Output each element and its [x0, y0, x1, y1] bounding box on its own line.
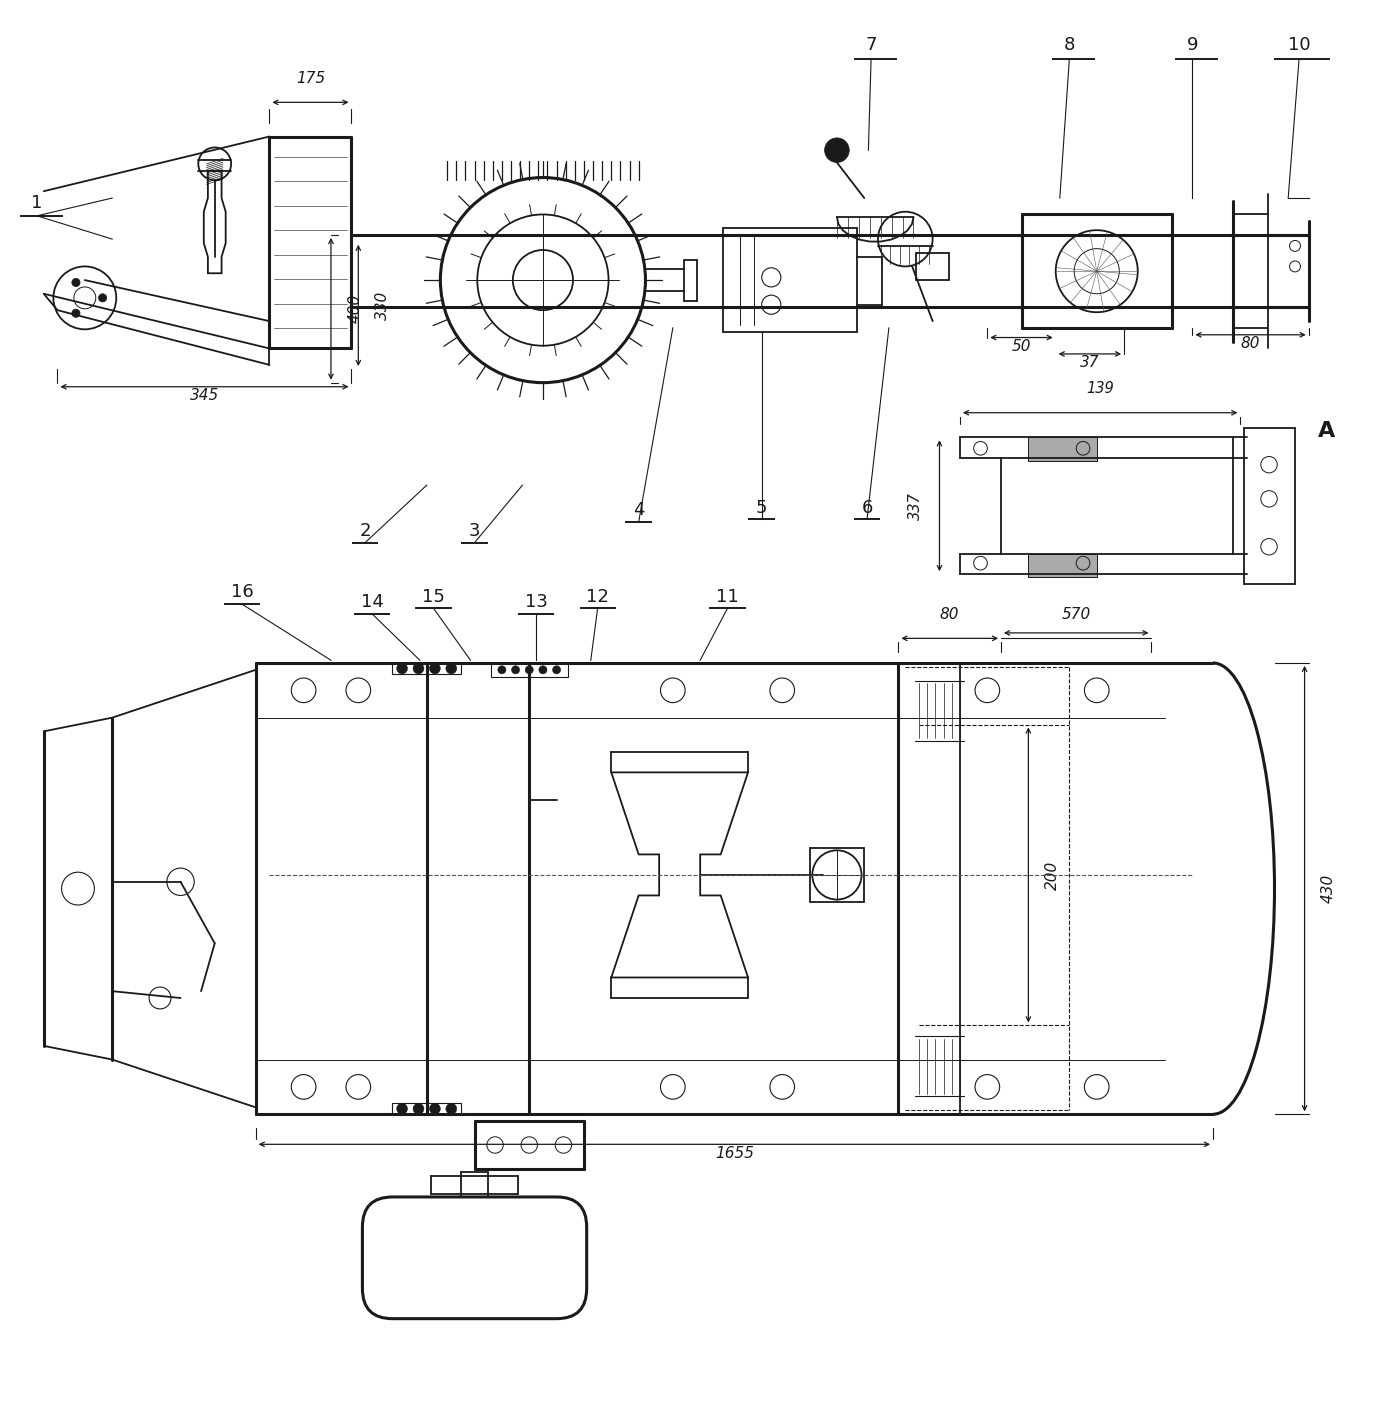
Text: 13: 13	[524, 593, 548, 611]
Circle shape	[413, 663, 424, 674]
Text: 200: 200	[1045, 860, 1060, 890]
Text: 16: 16	[231, 583, 254, 601]
Bar	[916, 253, 949, 280]
Circle shape	[524, 666, 533, 674]
Circle shape	[552, 666, 560, 674]
Text: 50: 50	[1012, 339, 1031, 353]
Text: 5: 5	[757, 498, 768, 517]
Text: 4: 4	[633, 501, 644, 520]
Text: 400: 400	[347, 294, 362, 324]
Circle shape	[512, 666, 519, 674]
Bar	[393, 663, 461, 674]
Circle shape	[413, 1104, 424, 1114]
Text: 9: 9	[1186, 37, 1199, 55]
Circle shape	[446, 663, 457, 674]
Circle shape	[71, 310, 80, 317]
Text: 175: 175	[295, 70, 325, 86]
Circle shape	[430, 1104, 441, 1114]
Bar	[1028, 553, 1097, 577]
Text: 80: 80	[1241, 337, 1260, 351]
Text: 139: 139	[1086, 382, 1114, 396]
Text: 1: 1	[32, 194, 43, 211]
Circle shape	[397, 663, 408, 674]
Bar	[724, 228, 857, 332]
Text: 37: 37	[1081, 355, 1100, 370]
Text: 330: 330	[375, 291, 390, 320]
Text: 11: 11	[717, 587, 739, 605]
Text: 6: 6	[861, 498, 873, 517]
Bar	[810, 848, 864, 903]
Text: 1655: 1655	[715, 1146, 754, 1160]
Text: 570: 570	[1061, 607, 1090, 622]
Circle shape	[430, 663, 441, 674]
Text: A: A	[1318, 421, 1336, 441]
Text: 3: 3	[468, 522, 481, 539]
Circle shape	[71, 279, 80, 287]
Text: 14: 14	[361, 593, 383, 611]
Text: 80: 80	[941, 607, 960, 622]
Text: 10: 10	[1288, 37, 1310, 55]
Text: 430: 430	[1321, 874, 1336, 903]
Circle shape	[99, 294, 107, 301]
Text: 12: 12	[586, 587, 610, 605]
Text: 2: 2	[360, 522, 371, 539]
Bar	[492, 663, 567, 677]
Circle shape	[397, 1104, 408, 1114]
Text: 8: 8	[1064, 37, 1075, 55]
Bar	[1028, 438, 1097, 460]
Circle shape	[538, 666, 546, 674]
Circle shape	[446, 1104, 457, 1114]
Text: 7: 7	[865, 37, 877, 55]
Circle shape	[498, 666, 507, 674]
Circle shape	[825, 138, 850, 162]
Bar	[393, 1104, 461, 1114]
Text: 15: 15	[422, 587, 445, 605]
Text: 345: 345	[189, 389, 220, 403]
Text: 337: 337	[908, 491, 923, 520]
